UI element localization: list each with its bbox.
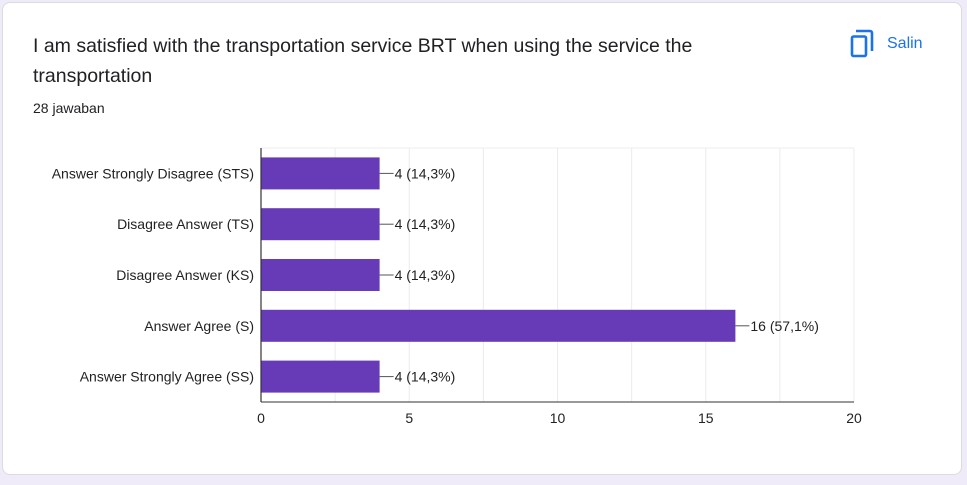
category-label: Answer Strongly Agree (SS) <box>80 369 254 385</box>
x-tick-label: 20 <box>846 410 862 426</box>
bar <box>261 259 380 291</box>
data-label: 4 (14,3%) <box>395 216 456 232</box>
bar <box>261 208 380 241</box>
x-tick-label: 15 <box>698 410 714 426</box>
question-card: I am satisfied with the transportation s… <box>2 2 962 475</box>
bar <box>261 360 380 393</box>
bar <box>261 309 736 342</box>
question-title: I am satisfied with the transportation s… <box>33 35 693 87</box>
copy-chart-button[interactable]: Salin <box>849 27 923 61</box>
category-label: Answer Agree (S) <box>144 318 254 334</box>
data-label: 4 (14,3%) <box>395 165 456 181</box>
category-label: Disagree Answer (TS) <box>117 216 254 232</box>
data-label: 4 (14,3%) <box>395 267 456 283</box>
x-tick-label: 10 <box>550 410 566 426</box>
copy-button-label: Salin <box>887 35 923 52</box>
x-tick-label: 5 <box>405 410 413 426</box>
response-count: 28 jawaban <box>33 100 105 116</box>
category-label: Disagree Answer (KS) <box>116 267 254 283</box>
x-tick-label: 0 <box>257 410 265 426</box>
category-label: Answer Strongly Disagree (STS) <box>52 165 254 181</box>
data-label: 4 (14,3%) <box>395 369 456 385</box>
bar <box>261 157 380 190</box>
data-label: 16 (57,1%) <box>750 318 818 334</box>
copy-icon <box>850 29 874 58</box>
